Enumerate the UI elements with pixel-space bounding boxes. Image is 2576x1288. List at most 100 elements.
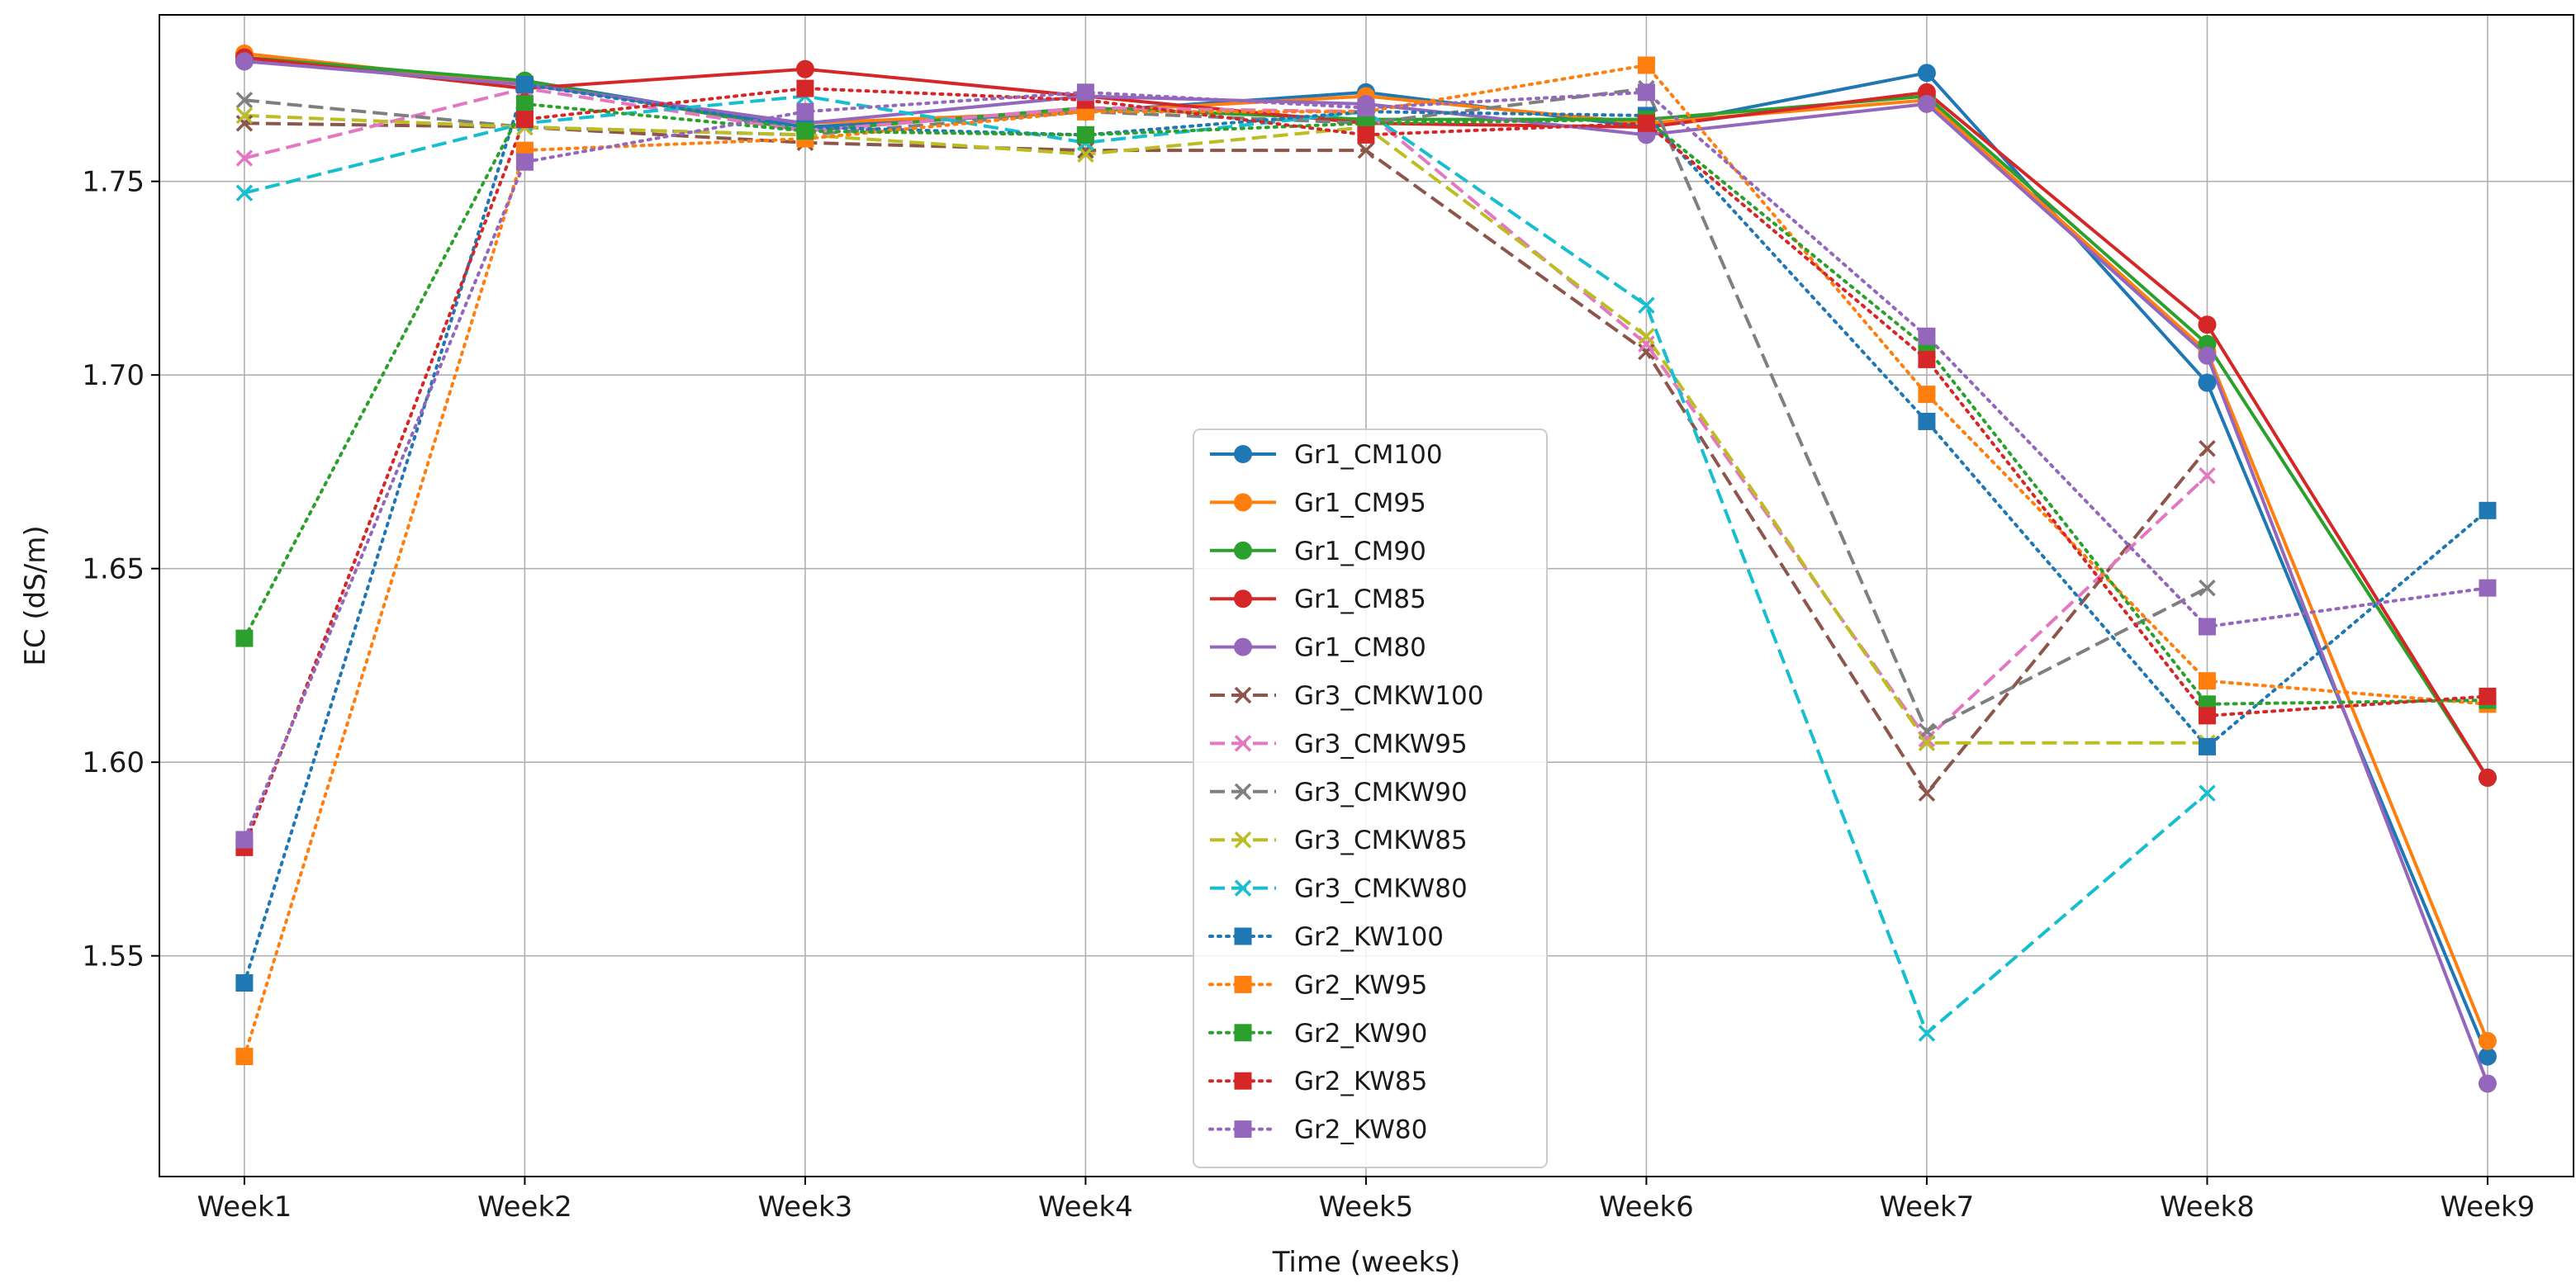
- data-point-Gr3_CMKW95: [1638, 335, 1655, 353]
- series-line-Gr3_CMKW80: [244, 94, 2208, 1035]
- data-point-Gr1_CM95: [2478, 1031, 2497, 1050]
- y-tick-label: 1.65: [82, 553, 145, 586]
- axis-ticks: Week1 Week2 Week3 Week4 Week5 Week6 Week7 Week8…: [82, 166, 2535, 1224]
- data-point-Gr3_CMKW80: [235, 184, 254, 201]
- data-point-Gr3_CMKW85: [1918, 734, 1936, 751]
- data-point-Gr3_CMKW80: [1918, 1025, 1936, 1042]
- data-point-Gr2_KW90: [515, 95, 534, 113]
- legend-marker-Gr1_CM80: [1234, 637, 1252, 656]
- data-point-Gr2_KW95: [1918, 386, 1936, 404]
- legend-label-Gr3_CMKW85: Gr3_CMKW85: [1294, 826, 1468, 855]
- data-point-Gr2_KW80: [2198, 618, 2216, 636]
- legend-marker-Gr1_CM95: [1234, 493, 1252, 512]
- y-tick-label: 1.70: [82, 359, 145, 392]
- data-point-Gr3_CMKW80: [1638, 296, 1655, 314]
- data-point-Gr2_KW85: [2198, 707, 2216, 725]
- data-point-Gr1_CM100: [1917, 64, 1936, 83]
- data-point-Gr2_KW80: [1637, 83, 1655, 102]
- legend-marker-Gr2_KW85: [1234, 1072, 1252, 1090]
- legend-marker-Gr1_CM90: [1234, 541, 1252, 560]
- data-point-Gr3_CMKW95: [2199, 466, 2216, 485]
- legend-marker-Gr3_CMKW80: [1234, 879, 1252, 897]
- data-point-Gr3_CMKW100: [1357, 141, 1375, 159]
- data-point-Gr2_KW100: [1918, 412, 1936, 430]
- legend-box: [1193, 429, 1548, 1168]
- legend-label-Gr1_CM95: Gr1_CM95: [1294, 488, 1426, 518]
- legend-marker-Gr1_CM100: [1234, 445, 1252, 463]
- data-point-Gr3_CMKW90: [2199, 579, 2216, 597]
- data-point-Gr3_CMKW100: [1638, 343, 1655, 361]
- data-point-Gr3_CMKW100: [235, 115, 254, 132]
- legend-label-Gr3_CMKW100: Gr3_CMKW100: [1294, 681, 1483, 711]
- legend-label-Gr1_CM90: Gr1_CM90: [1294, 537, 1426, 566]
- data-markers: [235, 44, 2497, 1093]
- legend-marker-Gr3_CMKW95: [1234, 735, 1252, 752]
- x-tick-label: Week1: [197, 1191, 292, 1224]
- series-line-Gr3_CMKW95: [244, 87, 2208, 741]
- data-point-Gr2_KW80: [235, 831, 254, 849]
- x-tick-label: Week2: [477, 1191, 572, 1224]
- data-point-Gr3_CMKW85: [1638, 328, 1655, 345]
- data-point-Gr2_KW90: [796, 122, 814, 140]
- legend-marker-Gr2_KW100: [1234, 927, 1252, 945]
- data-point-Gr2_KW100: [235, 974, 254, 992]
- data-point-Gr1_CM80: [2478, 1074, 2497, 1093]
- data-point-Gr2_KW85: [1637, 114, 1655, 132]
- data-point-Gr3_CMKW95: [235, 149, 254, 167]
- data-point-Gr2_KW85: [515, 111, 534, 129]
- data-point-Gr1_CM80: [2198, 346, 2217, 365]
- x-tick-label: Week7: [1880, 1191, 1975, 1224]
- data-point-Gr2_KW100: [515, 75, 534, 93]
- x-axis-label: Time (weeks): [1272, 1246, 1461, 1279]
- data-point-Gr3_CMKW100: [1077, 141, 1094, 159]
- data-point-Gr2_KW90: [235, 629, 254, 647]
- data-point-Gr3_CMKW95: [1918, 730, 1936, 748]
- data-point-Gr2_KW95: [235, 1048, 254, 1066]
- legend-marker-Gr2_KW90: [1234, 1024, 1252, 1042]
- data-point-Gr3_CMKW90: [235, 91, 254, 109]
- legend-label-Gr3_CMKW90: Gr3_CMKW90: [1294, 778, 1468, 807]
- legend-marker-Gr3_CMKW90: [1234, 783, 1252, 801]
- x-tick-label: Week8: [2160, 1191, 2255, 1224]
- data-point-Gr3_CMKW100: [1918, 784, 1936, 802]
- x-tick-label: Week5: [1319, 1191, 1414, 1224]
- data-point-Gr1_CM85: [795, 59, 814, 78]
- data-point-Gr2_KW80: [796, 102, 814, 121]
- data-point-Gr2_KW85: [796, 79, 814, 97]
- data-point-Gr2_KW95: [2198, 672, 2216, 690]
- data-point-Gr2_KW85: [1357, 125, 1375, 144]
- y-tick-label: 1.75: [82, 166, 145, 199]
- data-point-Gr2_KW80: [2479, 579, 2497, 597]
- data-point-Gr2_KW80: [1357, 99, 1375, 117]
- legend-label-Gr2_KW85: Gr2_KW85: [1294, 1067, 1427, 1096]
- legend: Gr1_CM100 Gr1_CM95 Gr1_CM90 Gr1_CM85 Gr1_CM8…: [1193, 429, 1548, 1168]
- y-tick-label: 1.60: [82, 746, 145, 779]
- data-point-Gr1_CM80: [235, 52, 254, 71]
- data-point-Gr2_KW80: [1076, 83, 1094, 102]
- legend-label-Gr1_CM85: Gr1_CM85: [1294, 585, 1426, 614]
- x-tick-label: Week4: [1038, 1191, 1133, 1224]
- grid-lines: [159, 15, 2574, 1177]
- legend-label-Gr3_CMKW80: Gr3_CMKW80: [1294, 874, 1468, 904]
- legend-marker-Gr3_CMKW85: [1234, 831, 1252, 849]
- x-tick-label: Week9: [2441, 1191, 2536, 1224]
- data-point-Gr3_CMKW80: [2199, 784, 2216, 802]
- data-point-Gr2_KW80: [515, 153, 534, 171]
- legend-label-Gr2_KW95: Gr2_KW95: [1294, 970, 1427, 1000]
- data-point-Gr2_KW100: [2479, 501, 2497, 519]
- series-line-Gr3_CMKW85: [244, 113, 2208, 745]
- data-point-Gr2_KW85: [1918, 350, 1936, 368]
- data-point-Gr3_CMKW100: [2199, 440, 2216, 457]
- legend-marker-Gr2_KW95: [1234, 975, 1252, 993]
- data-point-Gr2_KW100: [2198, 737, 2216, 755]
- data-point-Gr2_KW80: [1918, 327, 1936, 345]
- x-tick-label: Week3: [758, 1191, 853, 1224]
- data-point-Gr1_CM85: [2478, 768, 2497, 787]
- y-tick-label: 1.55: [82, 940, 145, 973]
- legend-label-Gr2_KW100: Gr2_KW100: [1294, 922, 1444, 952]
- legend-marker-Gr2_KW80: [1234, 1120, 1252, 1139]
- data-point-Gr2_KW90: [1076, 125, 1094, 144]
- data-point-Gr3_CMKW85: [235, 107, 254, 125]
- data-point-Gr2_KW95: [1637, 56, 1655, 74]
